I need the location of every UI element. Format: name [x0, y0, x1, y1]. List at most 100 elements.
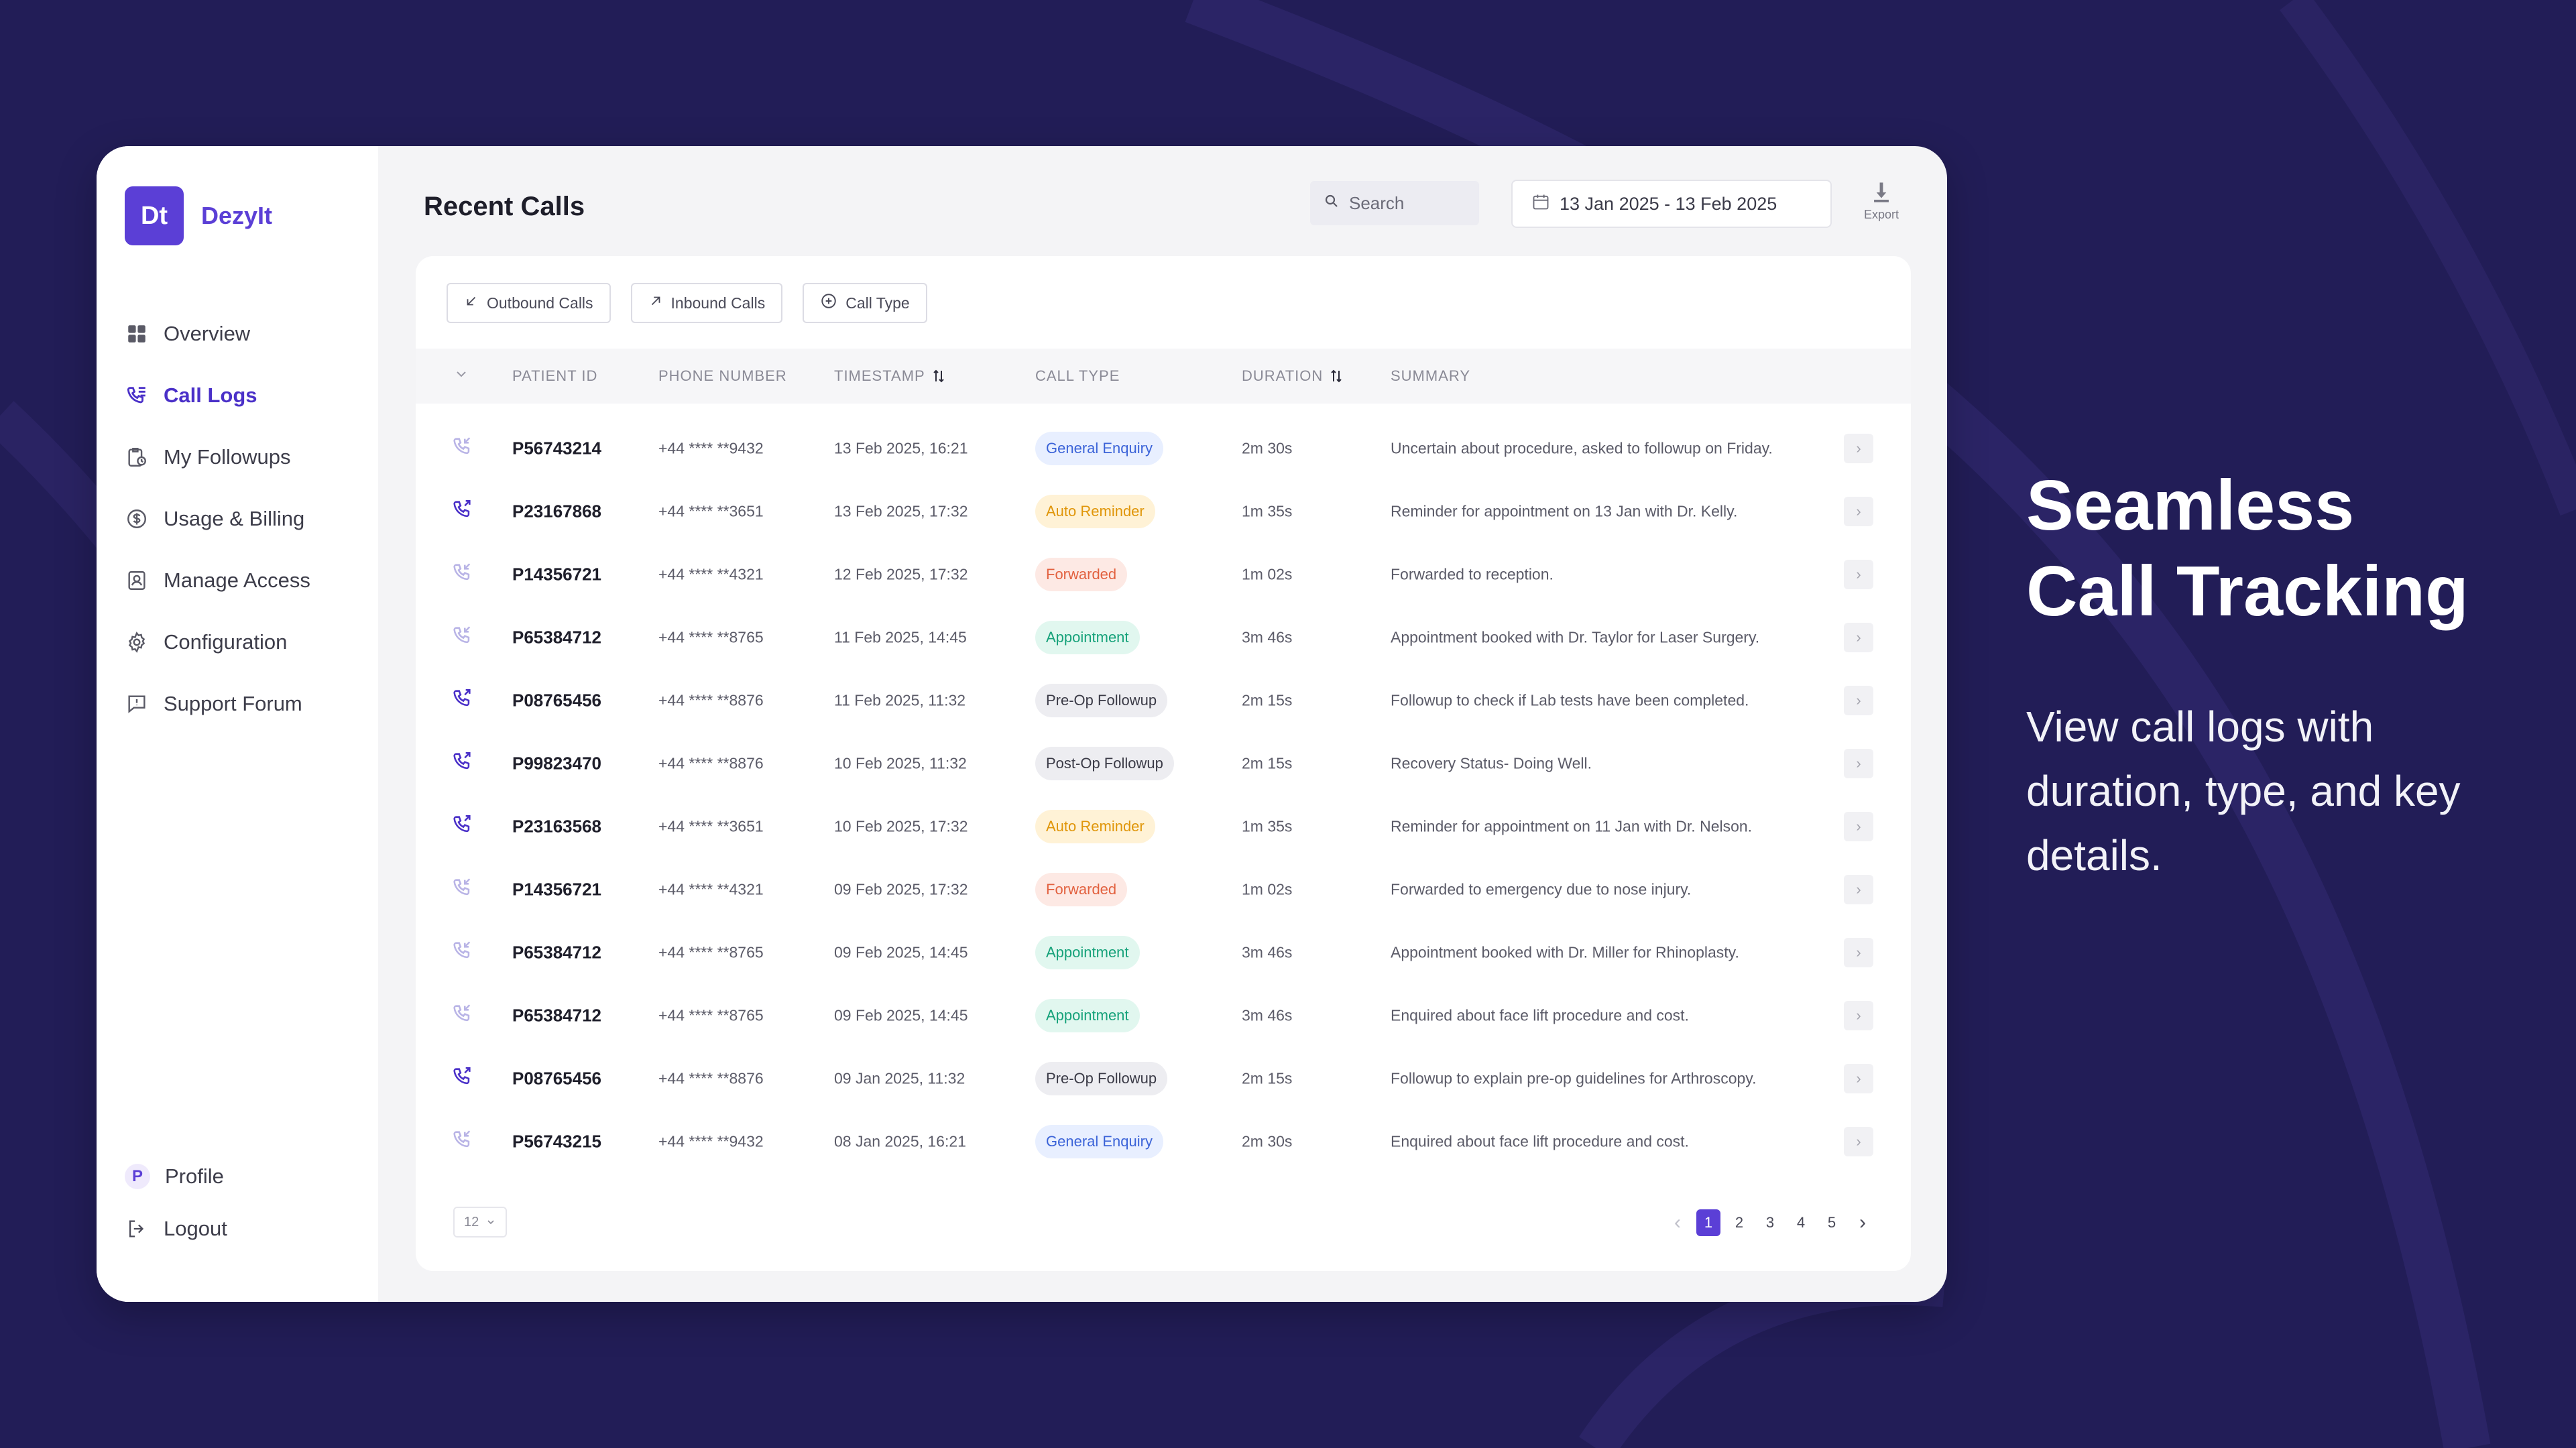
- call-type-cell: Pre-Op Followup: [1035, 1062, 1168, 1095]
- row-open-button[interactable]: ›: [1844, 686, 1873, 715]
- timestamp: 12 Feb 2025, 17:32: [834, 565, 968, 583]
- sidebar-item-overview[interactable]: Overview: [125, 303, 351, 365]
- patient-id: P08765456: [512, 690, 602, 711]
- clipboard-clock-icon: [125, 445, 149, 469]
- outbound-call-icon: [451, 687, 473, 714]
- select-all-chevron-icon[interactable]: [453, 366, 469, 382]
- page-1-button[interactable]: 1: [1696, 1209, 1720, 1236]
- duration: 2m 30s: [1242, 1132, 1293, 1150]
- table-row[interactable]: P99823470 +44 **** **8876 10 Feb 2025, 11:…: [416, 732, 1911, 795]
- table-row[interactable]: P65384712 +44 **** **8765 11 Feb 2025, 14:…: [416, 606, 1911, 669]
- table-row[interactable]: P14356721 +44 **** **4321 09 Feb 2025, 17:…: [416, 858, 1911, 921]
- filter-outbound-label: Outbound Calls: [487, 294, 593, 312]
- table-row[interactable]: P23163568 +44 **** **3651 10 Feb 2025, 17:…: [416, 795, 1911, 858]
- call-type-badge: General Enquiry: [1035, 1125, 1163, 1158]
- id-card-icon: [125, 568, 149, 593]
- inbound-call-icon: [451, 624, 473, 651]
- row-open-button[interactable]: ›: [1844, 1001, 1873, 1030]
- summary: Followup to explain pre-op guidelines fo…: [1391, 1069, 1757, 1087]
- chat-alert-icon: [125, 692, 149, 716]
- summary: Recovery Status- Doing Well.: [1391, 754, 1592, 772]
- sidebar-item-support-forum[interactable]: Support Forum: [125, 673, 351, 735]
- row-open-button[interactable]: ›: [1844, 434, 1873, 463]
- chevron-right-icon: ›: [1844, 434, 1873, 463]
- hero-title-line-1: Seamless: [2026, 466, 2355, 545]
- row-open-button[interactable]: ›: [1844, 623, 1873, 652]
- profile-avatar: P: [125, 1164, 150, 1189]
- row-open-button[interactable]: ›: [1844, 1127, 1873, 1156]
- column-summary[interactable]: SUMMARY: [1391, 367, 1470, 385]
- duration: 3m 46s: [1242, 1006, 1293, 1024]
- page-3-button[interactable]: 3: [1765, 1214, 1775, 1231]
- table-row[interactable]: P65384712 +44 **** **8765 09 Feb 2025, 14:…: [416, 921, 1911, 984]
- calendar-icon: [1531, 192, 1550, 216]
- table-row[interactable]: P23167868 +44 **** **3651 13 Feb 2025, 17:…: [416, 480, 1911, 543]
- brand[interactable]: Dt DezyIt: [125, 186, 351, 245]
- table-row[interactable]: P65384712 +44 **** **8765 09 Feb 2025, 14:…: [416, 984, 1911, 1047]
- filter-inbound-button[interactable]: Inbound Calls: [630, 283, 783, 323]
- chevron-right-icon: ›: [1844, 623, 1873, 652]
- pagination-next-icon[interactable]: ›: [1859, 1211, 1866, 1233]
- row-open-button[interactable]: ›: [1844, 875, 1873, 904]
- column-phone-number[interactable]: PHONE NUMBER: [658, 367, 787, 385]
- sidebar-item-call-logs[interactable]: Call Logs: [125, 365, 351, 426]
- summary: Enquired about face lift procedure and c…: [1391, 1132, 1689, 1150]
- call-type-badge: Post-Op Followup: [1035, 747, 1174, 780]
- duration: 2m 15s: [1242, 1069, 1293, 1087]
- arrow-down-left-icon: [464, 294, 479, 312]
- pagination: ‹ 1 2 3 4 5 ›: [1665, 1209, 1875, 1236]
- profile-link[interactable]: P Profile: [125, 1150, 227, 1203]
- table-row[interactable]: P08765456 +44 **** **8876 09 Jan 2025, 11:…: [416, 1047, 1911, 1110]
- plus-circle-icon: [820, 292, 837, 314]
- sidebar-item-usage-billing[interactable]: Usage & Billing: [125, 488, 351, 550]
- column-timestamp[interactable]: TIMESTAMP: [834, 367, 945, 385]
- sidebar-item-my-followups[interactable]: My Followups: [125, 426, 351, 488]
- table-row[interactable]: P56743215 +44 **** **9432 08 Jan 2025, 16:…: [416, 1110, 1911, 1173]
- call-type-badge: Auto Reminder: [1035, 495, 1155, 528]
- patient-id: P23167868: [512, 501, 602, 522]
- table-row[interactable]: P14356721 +44 **** **4321 12 Feb 2025, 17:…: [416, 543, 1911, 606]
- sidebar-item-label: Call Logs: [164, 383, 257, 407]
- sidebar-item-manage-access[interactable]: Manage Access: [125, 550, 351, 611]
- table-row[interactable]: P56743214 +44 **** **9432 13 Feb 2025, 16:…: [416, 417, 1911, 480]
- table-row[interactable]: P08765456 +44 **** **8876 11 Feb 2025, 11:…: [416, 669, 1911, 732]
- sidebar-item-label: Support Forum: [164, 692, 302, 715]
- chevron-right-icon: ›: [1844, 749, 1873, 778]
- outbound-call-icon: [451, 750, 473, 777]
- row-open-button[interactable]: ›: [1844, 1064, 1873, 1093]
- phone-number: +44 **** **8876: [658, 691, 764, 709]
- call-type-cell: Auto Reminder: [1035, 810, 1155, 843]
- export-button[interactable]: Export: [1855, 181, 1908, 222]
- row-open-button[interactable]: ›: [1844, 560, 1873, 589]
- export-label: Export: [1863, 208, 1899, 221]
- column-timestamp-label: TIMESTAMP: [834, 367, 925, 384]
- row-open-button[interactable]: ›: [1844, 497, 1873, 526]
- filter-outbound-button[interactable]: Outbound Calls: [447, 283, 611, 323]
- search-box[interactable]: Search: [1310, 181, 1479, 225]
- duration: 2m 30s: [1242, 439, 1293, 457]
- column-call-type[interactable]: CALL TYPE: [1035, 367, 1120, 385]
- summary: Reminder for appointment on 13 Jan with …: [1391, 502, 1738, 520]
- column-duration[interactable]: DURATION: [1242, 367, 1343, 385]
- summary: Forwarded to emergency due to nose injur…: [1391, 880, 1692, 898]
- row-open-button[interactable]: ›: [1844, 938, 1873, 967]
- search-input[interactable]: Search: [1349, 192, 1405, 213]
- duration: 3m 46s: [1242, 628, 1293, 646]
- pagination-prev-icon[interactable]: ‹: [1674, 1211, 1681, 1233]
- filter-call-type-button[interactable]: Call Type: [803, 283, 927, 323]
- page-2-button[interactable]: 2: [1735, 1214, 1744, 1231]
- sidebar-item-configuration[interactable]: Configuration: [125, 611, 351, 673]
- outbound-call-icon: [451, 813, 473, 840]
- page-5-button[interactable]: 5: [1827, 1214, 1836, 1231]
- logout-link[interactable]: Logout: [125, 1203, 227, 1255]
- calls-card: Outbound Calls Inbound Calls Call Type: [416, 256, 1911, 1271]
- row-open-button[interactable]: ›: [1844, 749, 1873, 778]
- page-size-select[interactable]: 12: [453, 1207, 508, 1238]
- row-open-button[interactable]: ›: [1844, 812, 1873, 841]
- column-patient-id[interactable]: PATIENT ID: [512, 367, 597, 385]
- page-4-button[interactable]: 4: [1796, 1214, 1806, 1231]
- call-type-badge: Auto Reminder: [1035, 810, 1155, 843]
- brand-logo: Dt: [125, 186, 184, 245]
- call-type-cell: Auto Reminder: [1035, 495, 1155, 528]
- date-range-picker[interactable]: 13 Jan 2025 - 13 Feb 2025: [1511, 180, 1832, 228]
